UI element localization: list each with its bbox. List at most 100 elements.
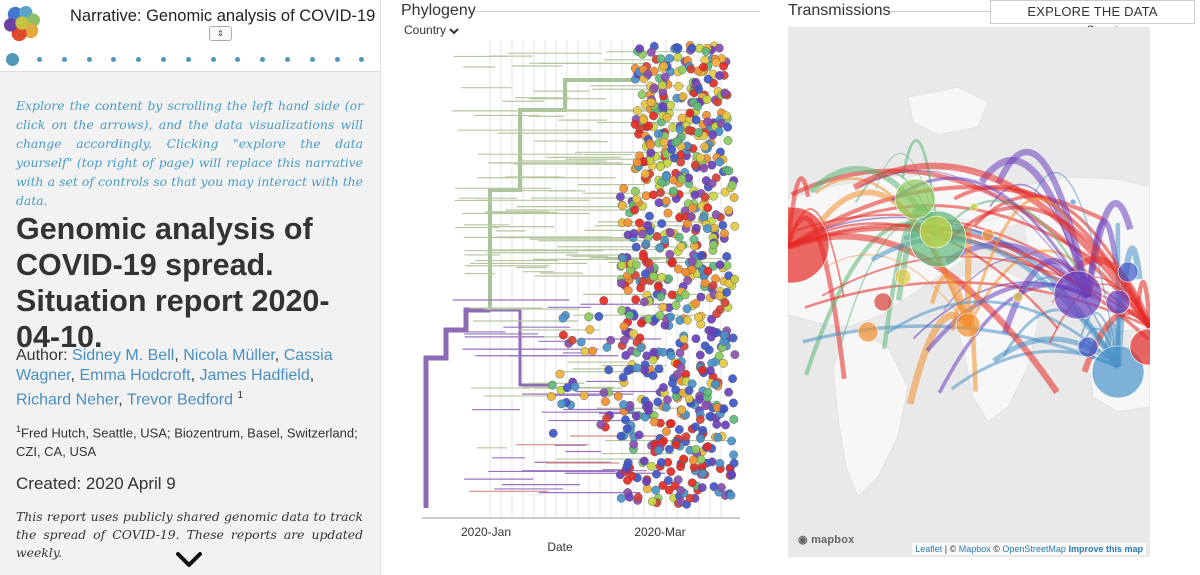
transmission-arc [858,170,1089,298]
tree-tip [714,43,724,53]
tree-tip [665,228,675,238]
next-slide-arrow-icon[interactable] [175,551,203,569]
author-link[interactable]: James Hadfield [199,367,310,384]
slide-dot[interactable] [334,57,340,62]
tree-tip [567,335,577,345]
tree-tip [712,309,721,319]
tree-tip [546,392,556,401]
openstreetmap-link[interactable]: OpenStreetMap [1002,544,1066,554]
tree-tip [726,469,736,479]
author-link[interactable]: Cassia Wagner [16,347,333,384]
slide-dot[interactable] [111,57,117,62]
nextstrain-logo-icon[interactable] [3,4,41,42]
phylogeny-x-tick: 2020-Mar [634,525,685,539]
narrative-title: Narrative: Genomic analysis of COVID-19 … [70,7,381,25]
tree-tip [616,431,626,441]
tree-tip [618,253,628,263]
tree-tip [662,158,672,168]
location-bubble [1053,270,1103,320]
slide-dot[interactable] [309,57,315,62]
map-canvas[interactable] [788,27,1150,557]
tree-tip [728,374,737,384]
narrative-sidebar[interactable]: Narrative: Genomic analysis of COVID-19 … [0,0,381,575]
tree-tip [656,458,666,467]
tree-tip [588,346,597,356]
author-link[interactable]: Trevor Bedford [126,391,234,409]
tree-tip [701,401,711,411]
author-link[interactable]: Richard Neher [16,391,119,409]
phylogeny-tree[interactable]: 2020-Jan 2020-Mar Date [400,40,760,560]
location-bubble [969,202,979,212]
slide-dot[interactable] [260,57,266,62]
tree-tip [666,312,676,322]
slide-dot[interactable] [161,57,166,62]
slide-dot[interactable] [285,57,290,62]
tree-tip [701,47,711,56]
tree-tip [651,485,661,495]
tree-tip [636,343,646,353]
slide-dot[interactable] [61,57,67,62]
tree-tip [646,140,655,150]
tree-tip [676,242,686,252]
tree-tip [646,97,656,107]
tree-tip [547,380,557,390]
slide-dot[interactable] [86,57,92,62]
tree-tip [649,272,659,281]
tree-branch [490,308,550,387]
tree-tip [698,425,708,435]
narrative-select-dropdown[interactable]: ⇕ [209,26,232,41]
tree-tip [660,72,670,82]
tree-tip [729,458,739,468]
tree-tip [585,325,595,334]
tree-tip [707,326,717,336]
tree-tip [691,334,701,344]
tree-tip [649,111,658,121]
tree-tip [700,278,710,288]
transmissions-map[interactable]: ◉ mapbox Leaflet | © Mapbox © OpenStreet… [788,27,1150,557]
author-line: Author: Sidney M. Bell, Nicola Müller, C… [16,347,333,409]
improve-map-link[interactable]: Improve this map [1068,544,1143,554]
tree-tip [645,211,654,221]
author-link[interactable]: Sidney M. Bell [72,347,175,364]
slide-dot[interactable] [185,57,191,62]
tree-tip [697,483,707,492]
author-link[interactable]: Emma Hodcroft [79,367,191,384]
affiliation-superscript: 1 [16,424,22,434]
tree-tip [576,337,586,347]
slide-dot[interactable] [136,57,142,62]
transmission-arc [790,168,1150,329]
tree-tip [644,121,654,131]
tree-tip [730,350,740,359]
tree-tip [570,382,580,392]
tree-tip [703,442,713,451]
tree-tip [695,350,705,360]
tree-tip [619,184,629,193]
tree-tip [689,235,699,244]
tree-tip [667,290,677,300]
slide-dot[interactable] [235,57,241,62]
tree-tip [624,492,634,502]
leaflet-link[interactable]: Leaflet [915,544,943,554]
tree-tip [659,137,669,147]
tree-tip [639,456,649,466]
attribution-separator: © [990,544,1003,554]
tree-tip [718,220,728,230]
tree-tip [653,282,663,292]
author-link[interactable]: Nicola Müller [183,347,275,364]
tree-tip [656,54,666,64]
explore-data-yourself-button[interactable]: EXPLORE THE DATA YOURSELF [990,0,1195,41]
mapbox-link[interactable]: Mapbox [958,544,991,554]
location-bubble [919,215,953,249]
tree-tip [720,330,729,340]
phylogeny-colorby-dropdown[interactable]: Country [404,23,460,37]
tree-tip [599,388,609,398]
slide-dot[interactable] [6,53,19,66]
tree-tip [703,117,712,127]
tree-tip [661,196,671,206]
tree-tip [699,163,709,173]
tree-tip [685,493,695,503]
tree-tip [678,92,688,101]
slide-dot[interactable] [210,57,216,62]
slide-dot[interactable] [359,57,365,62]
slide-dot[interactable] [37,57,42,62]
